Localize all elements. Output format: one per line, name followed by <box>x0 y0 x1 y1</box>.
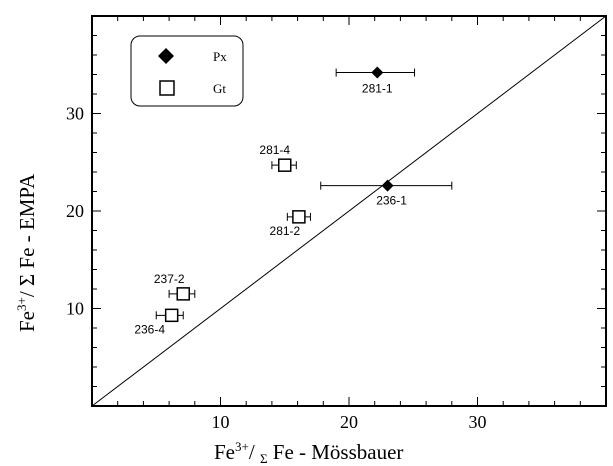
px-data-point <box>381 179 394 192</box>
y-tick-label: 20 <box>66 201 84 221</box>
point-label: 236-4 <box>134 322 165 336</box>
gt-data-point <box>176 287 190 301</box>
x-tick-label: 20 <box>340 412 358 432</box>
point-label: 281-2 <box>270 224 301 238</box>
gt-data-point <box>278 158 292 172</box>
legend-label-gt: Gt <box>213 81 226 96</box>
point-label: 281-1 <box>362 82 393 96</box>
y-axis-title: Fe3+/ Σ Fe - EMPA <box>14 173 39 332</box>
gt-data-point <box>164 308 179 323</box>
point-label: 237-2 <box>154 272 185 286</box>
point-label: 281-4 <box>259 143 290 157</box>
axis-ticks: 10 20 30 10 20 30 <box>66 16 606 432</box>
x-tick-label: 10 <box>212 412 230 432</box>
gt-data-point <box>292 210 306 224</box>
x-axis-title: Fe3+/ Σ Fe - Mössbauer <box>214 439 403 466</box>
data-points: 281-1 236-1 281-4 281-2 237-2 236-4 <box>134 66 453 336</box>
y-tick-label: 30 <box>66 104 84 124</box>
legend-label-px: Px <box>213 49 227 64</box>
legend: Px Gt <box>130 35 244 107</box>
legend-box <box>130 35 244 107</box>
one-to-one-line <box>91 15 607 407</box>
legend-square-marker <box>159 80 175 96</box>
x-tick-label: 30 <box>469 412 487 432</box>
legend-diamond-marker <box>158 48 174 64</box>
px-data-point <box>371 66 384 79</box>
point-label: 236-1 <box>376 194 407 208</box>
y-tick-label: 10 <box>66 299 84 319</box>
